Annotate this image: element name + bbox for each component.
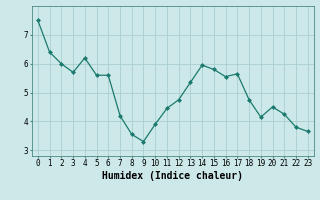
- X-axis label: Humidex (Indice chaleur): Humidex (Indice chaleur): [102, 171, 243, 181]
